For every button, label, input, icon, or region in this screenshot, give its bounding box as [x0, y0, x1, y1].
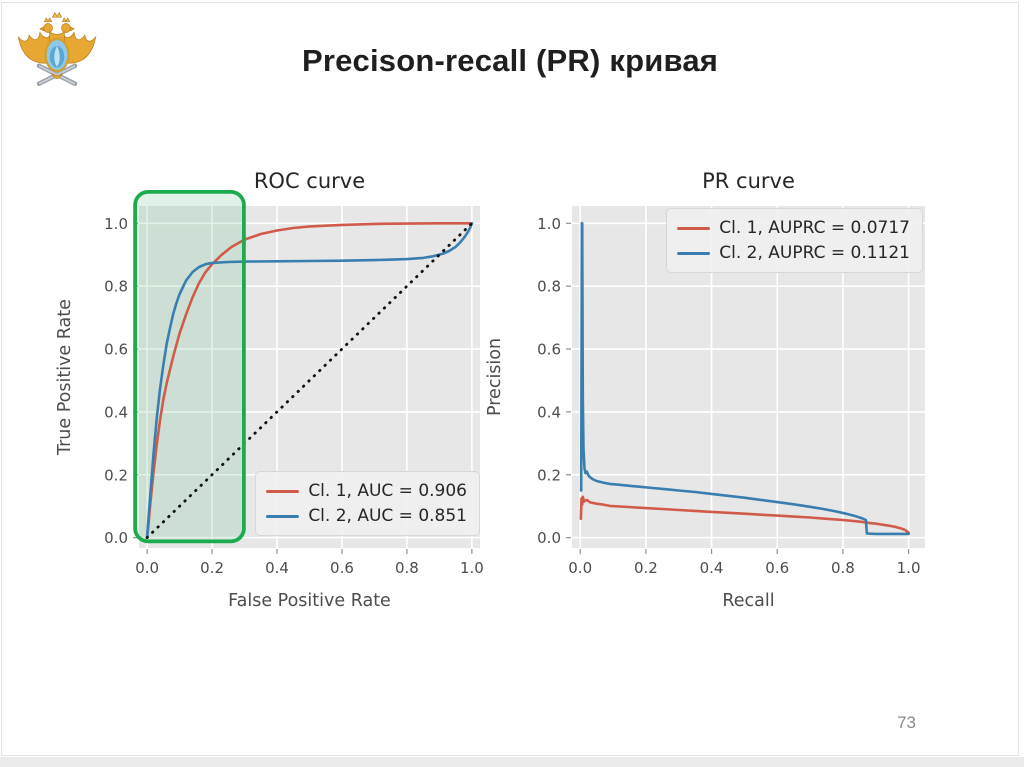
roc-x-tick-label: 0.0	[135, 559, 159, 577]
pr-legend-label-cl2: Cl. 2, AUPRC = 0.1121	[719, 243, 910, 263]
cl1-line-swatch	[677, 226, 711, 230]
roc-x-axis-label: False Positive Rate	[228, 591, 391, 611]
pr-y-tick-label: 0.4	[537, 403, 561, 421]
pr-y-tick-label: 0.2	[537, 466, 561, 484]
roc-x-tick-label: 0.8	[395, 559, 419, 577]
pr-series-cl-2	[579, 222, 910, 536]
roc-y-tick-label: 0.6	[104, 341, 128, 359]
roc-legend: Cl. 1, AUC = 0.906 Cl. 2, AUC = 0.851	[255, 471, 480, 536]
roc-y-tick-label: 0.4	[104, 403, 128, 421]
page-number: 73	[897, 713, 916, 732]
pr-series-cl-1	[579, 495, 910, 534]
roc-chart-svg: 0.0 0.2 0.4 0.6 0.8 1.0 0.0 0.2 0.4 0.6 0.8 1.0	[104, 191, 484, 577]
cl1-line-swatch	[266, 489, 300, 493]
pr-x-tick-label: 0.2	[634, 559, 658, 577]
roc-y-tick-label: 0.2	[104, 466, 128, 484]
cl2-line-swatch	[677, 251, 711, 255]
pr-legend-entry-cl1: Cl. 1, AUPRC = 0.0717	[677, 218, 910, 238]
pr-x-tick-label: 0.6	[765, 559, 789, 577]
slide-outer-background	[0, 757, 1024, 767]
roc-y-tick-label: 1.0	[104, 215, 128, 233]
roc-chart: 0.0 0.2 0.4 0.6 0.8 1.0 0.0 0.2 0.4 0.6 0.8 1.0 ROC…	[52, 153, 497, 628]
roc-legend-entry-cl2: Cl. 2, AUC = 0.851	[266, 506, 467, 526]
pr-legend: Cl. 1, AUPRC = 0.0717 Cl. 2, AUPRC = 0.1…	[666, 208, 923, 273]
roc-x-tick-label: 1.0	[460, 559, 484, 577]
pr-y-tick-label: 0.6	[537, 341, 561, 359]
pr-y-tick-label: 0.0	[537, 529, 561, 547]
pr-x-tick-label: 1.0	[897, 559, 921, 577]
pr-chart: 0.0 0.2 0.4 0.6 0.8 1.0 0.0 0.2 0.4 0.6 0.8 1.0 PR …	[482, 153, 937, 628]
roc-legend-label-cl1: Cl. 1, AUC = 0.906	[308, 481, 467, 501]
roc-chart-title: ROC curve	[253, 169, 366, 193]
roc-y-tick-label: 0.8	[104, 278, 128, 296]
roc-y-tick-label: 0.0	[104, 529, 128, 547]
roc-x-tick-label: 0.6	[330, 559, 354, 577]
pr-y-tick-label: 0.8	[537, 278, 561, 296]
cl2-line-swatch	[266, 514, 300, 518]
double-headed-eagle-logo-icon	[17, 11, 97, 87]
roc-legend-label-cl2: Cl. 2, AUC = 0.851	[308, 506, 467, 526]
pr-x-tick-label: 0.8	[831, 559, 855, 577]
roc-x-tick-label: 0.2	[200, 559, 224, 577]
pr-legend-label-cl1: Cl. 1, AUPRC = 0.0717	[719, 218, 910, 238]
pr-x-axis-label: Recall	[722, 591, 775, 611]
pr-x-tick-label: 0.4	[700, 559, 724, 577]
pr-legend-entry-cl2: Cl. 2, AUPRC = 0.1121	[677, 243, 910, 263]
pr-y-axis-label: Precision	[485, 337, 505, 417]
pr-chart-title: PR curve	[702, 169, 795, 193]
roc-legend-entry-cl1: Cl. 1, AUC = 0.906	[266, 481, 467, 501]
slide-title: Precison-recall (PR) кривая	[301, 43, 719, 78]
pr-y-tick-label: 1.0	[537, 215, 561, 233]
roc-x-tick-label: 0.4	[265, 559, 289, 577]
roc-y-axis-label: True Positive Rate	[55, 299, 75, 455]
slide: Precison-recall (PR) кривая 0.0 0.2 0.4 0.6…	[1, 2, 1019, 756]
pr-x-tick-label: 0.0	[568, 559, 592, 577]
